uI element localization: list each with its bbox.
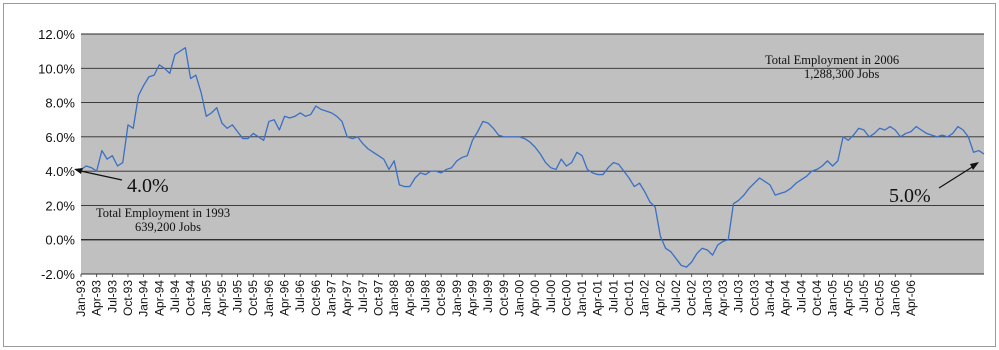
x-tick-label: Oct-02 — [685, 280, 699, 316]
x-tick-label: Apr-93 — [90, 280, 104, 316]
x-tick-label: Jan-04 — [763, 280, 777, 317]
x-tick-label: Apr-95 — [215, 280, 229, 316]
plot-area — [81, 34, 984, 274]
x-tick-label: Jan-03 — [700, 280, 714, 317]
x-tick-label: Jul-03 — [732, 280, 746, 313]
x-tick-label: Jul-95 — [231, 280, 245, 313]
x-tick-label: Apr-00 — [528, 280, 542, 316]
x-tick-label: Jan-02 — [638, 280, 652, 317]
y-tick-label: 0.0% — [45, 233, 75, 248]
x-tick-label: Jan-96 — [262, 280, 276, 317]
x-tick-label: Oct-01 — [622, 280, 636, 316]
x-tick-label: Jan-99 — [450, 280, 464, 317]
x-tick-label: Apr-06 — [904, 280, 918, 316]
x-tick-label: Oct-96 — [309, 280, 323, 316]
x-tick-label: Jul-00 — [544, 280, 558, 313]
start-arrow — [75, 169, 123, 181]
x-tick-label: Jul-98 — [418, 280, 432, 313]
x-tick-label: Apr-97 — [340, 280, 354, 316]
annotation-end: 5.0% Total Employment in 2006 1,288,300 … — [765, 53, 979, 207]
y-tick-label: 6.0% — [45, 130, 75, 145]
x-axis-ticks: Jan-93 Apr-93 Jul-93 Oct-93 Jan-94 Apr-94 Jul-… — [74, 274, 918, 317]
x-tick-label: Jan-01 — [575, 280, 589, 317]
x-tick-label: Jan-94 — [137, 280, 151, 317]
x-tick-label: Apr-01 — [591, 280, 605, 316]
x-tick-label: Jul-97 — [356, 280, 370, 313]
x-tick-label: Jan-06 — [888, 280, 902, 317]
x-tick-label: Oct-03 — [747, 280, 761, 316]
y-tick-label: -2.0% — [41, 267, 75, 282]
x-tick-label: Jan-93 — [74, 280, 88, 317]
x-tick-label: Jul-05 — [857, 280, 871, 313]
total-2006-line1: Total Employment in 2006 — [765, 53, 899, 67]
x-tick-label: Oct-97 — [372, 280, 386, 316]
x-tick-label: Oct-93 — [121, 280, 135, 316]
series-line — [80, 47, 985, 268]
x-tick-label: Oct-00 — [559, 280, 573, 316]
end-pct-label: 5.0% — [889, 185, 931, 207]
x-tick-label: Jul-96 — [293, 280, 307, 313]
x-tick-label: Apr-04 — [779, 280, 793, 316]
x-tick-label: Apr-96 — [278, 280, 292, 316]
x-tick-label: Apr-94 — [152, 280, 166, 316]
total-1993-line1: Total Employment in 1993 — [96, 206, 230, 220]
chart-frame: 12.0% 10.0% 8.0% 6.0% 4.0% 2.0% 0.0% -2.0% Jan-… — [3, 3, 996, 347]
x-tick-label: Oct-99 — [497, 280, 511, 316]
x-tick-label: Jul-02 — [669, 280, 683, 313]
x-tick-label: Jul-99 — [481, 280, 495, 313]
x-tick-label: Jul-93 — [105, 280, 119, 313]
total-1993-line2: 639,200 Jobs — [135, 220, 201, 234]
y-tick-label: 2.0% — [45, 198, 75, 213]
x-tick-label: Jan-00 — [512, 280, 526, 317]
x-tick-label: Jul-01 — [606, 280, 620, 313]
x-tick-label: Oct-94 — [184, 280, 198, 316]
y-axis-ticks: 12.0% 10.0% 8.0% 6.0% 4.0% 2.0% 0.0% -2.0% — [38, 27, 75, 282]
x-tick-label: Apr-98 — [403, 280, 417, 316]
x-tick-label: Jan-05 — [826, 280, 840, 317]
x-tick-label: Oct-95 — [246, 280, 260, 316]
y-tick-label: 12.0% — [38, 27, 75, 42]
employment-growth-chart: 12.0% 10.0% 8.0% 6.0% 4.0% 2.0% 0.0% -2.0% Jan-… — [38, 27, 985, 317]
annotation-start: 4.0% Total Employment in 1993 639,200 Jo… — [74, 168, 230, 234]
x-tick-label: Jan-95 — [199, 280, 213, 317]
end-arrow — [938, 163, 978, 189]
x-tick-label: Jul-04 — [794, 280, 808, 313]
gridlines — [81, 33, 984, 275]
total-2006-line2: 1,288,300 Jobs — [804, 67, 879, 81]
x-tick-label: Oct-05 — [873, 280, 887, 316]
x-tick-label: Jan-97 — [325, 280, 339, 317]
y-tick-label: 10.0% — [38, 61, 75, 76]
x-tick-label: Oct-98 — [434, 280, 448, 316]
x-tick-label: Apr-05 — [841, 280, 855, 316]
x-tick-label: Apr-02 — [653, 280, 667, 316]
y-tick-label: 4.0% — [45, 164, 75, 179]
x-tick-label: Jan-98 — [387, 280, 401, 317]
end-arrowhead — [970, 162, 979, 170]
x-tick-label: Apr-03 — [716, 280, 730, 316]
start-arrowhead — [74, 168, 83, 174]
x-tick-label: Oct-04 — [810, 280, 824, 316]
y-tick-label: 8.0% — [45, 96, 75, 111]
start-pct-label: 4.0% — [127, 175, 169, 197]
x-tick-label: Jul-94 — [168, 280, 182, 313]
x-tick-label: Apr-99 — [465, 280, 479, 316]
